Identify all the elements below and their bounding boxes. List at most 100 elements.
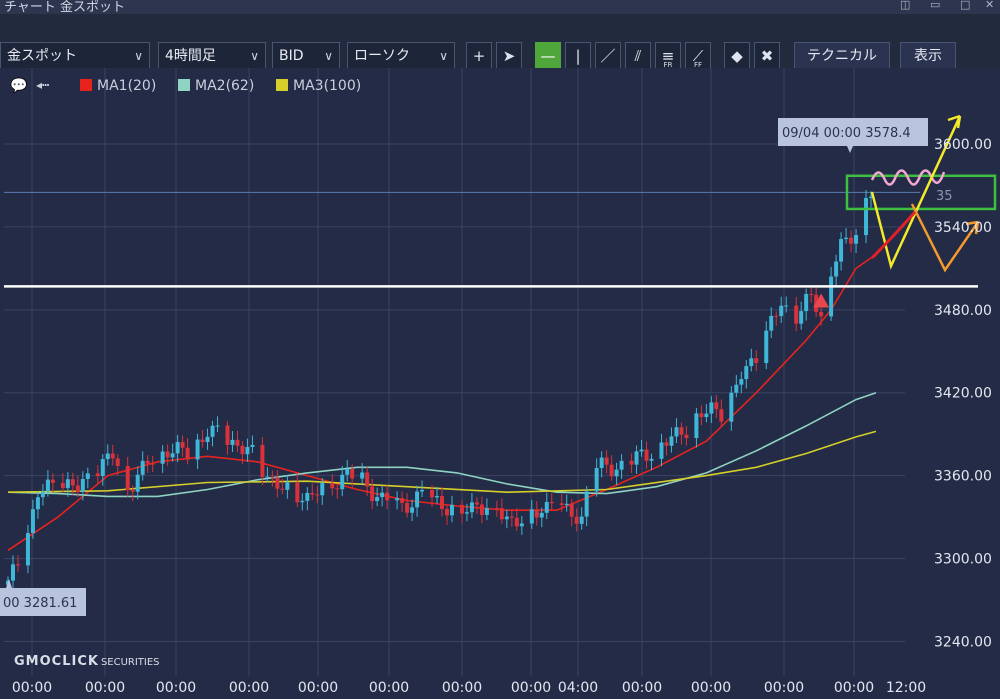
comment-icon[interactable]: 💬 xyxy=(10,78,28,94)
candle-body xyxy=(415,491,420,508)
candle-body xyxy=(40,491,45,498)
symbol-select[interactable]: 金スポット ∨ xyxy=(0,42,150,70)
candle-body xyxy=(385,492,390,501)
high-tooltip-box xyxy=(778,118,928,146)
x-tick-label: 00:00 xyxy=(691,680,731,696)
candle-body xyxy=(125,466,130,491)
candle-body xyxy=(365,472,370,487)
x-tick-label: 12:00 xyxy=(886,680,926,696)
window-maximize-icon[interactable]: □ xyxy=(960,0,971,11)
chevron-down-icon: ∨ xyxy=(250,49,259,63)
candle-body xyxy=(839,239,844,262)
cursor-arrow-icon: ➤ xyxy=(502,47,516,65)
candle-body xyxy=(834,261,839,277)
collapse-legend-icon[interactable]: ◂┅ xyxy=(36,78,50,92)
candle-body xyxy=(210,425,215,437)
x-tick-label: 04:00 xyxy=(558,680,598,696)
candle-body xyxy=(584,491,589,517)
candle-body xyxy=(744,366,749,380)
window-minimize-icon[interactable]: ▭ xyxy=(930,0,941,11)
candle-body xyxy=(145,460,150,464)
candle-body xyxy=(514,517,519,527)
candle-body xyxy=(345,469,350,475)
x-tick-label: 00:00 xyxy=(298,680,338,696)
yellow-scenario-arrow xyxy=(870,115,962,270)
x-tick-label: 00:00 xyxy=(834,680,874,696)
eraser-icon: ◆ xyxy=(731,47,743,65)
candle-body xyxy=(644,449,649,461)
candle-body xyxy=(205,436,210,443)
candle-body xyxy=(285,482,290,490)
legend-item-ma1: MA1(20) xyxy=(80,78,156,94)
erase-tool-button[interactable]: ◆ xyxy=(724,42,750,70)
window-close-icon[interactable]: ✕ xyxy=(985,0,995,11)
trend-line-tool-button[interactable]: ／ xyxy=(595,42,621,70)
erase-all-icon: ✖ xyxy=(760,47,774,65)
candle-body xyxy=(564,503,569,505)
candle-body xyxy=(360,472,365,479)
candle-body xyxy=(484,508,489,515)
candle-body xyxy=(479,504,484,515)
candle-body xyxy=(315,494,320,496)
candle-body xyxy=(230,439,235,445)
candle-body xyxy=(320,483,325,496)
candle-body xyxy=(799,311,804,324)
red-trend-stroke xyxy=(870,211,917,260)
candle-body xyxy=(260,444,265,478)
candle-body xyxy=(534,509,539,518)
candle-body xyxy=(864,198,869,236)
candle-body xyxy=(634,451,639,465)
candle-body xyxy=(175,442,180,454)
candle-body xyxy=(684,434,689,439)
candle-body xyxy=(779,305,784,317)
erase-all-tool-button[interactable]: ✖ xyxy=(754,42,780,70)
hand-drawings: 35 xyxy=(4,114,997,308)
candle-body xyxy=(669,436,674,446)
candle-body xyxy=(699,413,704,418)
candle-body xyxy=(604,457,609,465)
chart-toolbar: 金スポット ∨ 4時間足 ∨ BID ∨ ローソク ∨ + ➤ — | ／ ⫽ ≡ FR … xyxy=(0,14,1000,70)
candle-body xyxy=(509,516,514,518)
vertical-line-tool-button[interactable]: | xyxy=(565,42,591,70)
timeframe-select[interactable]: 4時間足 ∨ xyxy=(158,42,266,70)
horizontal-line-tool-button[interactable]: — xyxy=(535,42,561,70)
low-tooltip-text: 00 3281.61 xyxy=(3,596,77,611)
y-tick-label: 3420.00 xyxy=(934,386,992,402)
candle-body xyxy=(674,427,679,437)
candle-body xyxy=(440,496,444,509)
candle-body xyxy=(35,497,40,510)
price-side-select[interactable]: BID ∨ xyxy=(272,42,340,70)
candle-body xyxy=(435,496,440,498)
candle-body xyxy=(80,478,85,493)
candle-body xyxy=(459,504,464,514)
candle-body xyxy=(130,490,135,492)
pointer-tool-button[interactable]: ➤ xyxy=(496,42,522,70)
window-restore-icon[interactable]: ◫ xyxy=(900,0,911,11)
candle-body xyxy=(519,523,524,527)
candle-body xyxy=(335,488,340,490)
candle-body xyxy=(195,439,200,460)
candle-body xyxy=(539,512,544,518)
candle-body xyxy=(619,460,624,470)
candle-body xyxy=(529,509,534,524)
candle-body xyxy=(614,469,619,477)
plot-background xyxy=(0,68,1000,699)
ma-line xyxy=(7,391,877,498)
candle-body xyxy=(45,479,50,492)
candle-body xyxy=(694,413,699,439)
candle-body xyxy=(100,459,105,477)
candle-body xyxy=(549,501,554,504)
fibonacci-fan-icon: ⟋ xyxy=(692,47,704,65)
candle-body xyxy=(215,425,220,427)
current-price-label: 35 xyxy=(936,189,953,204)
crosshair-tool-button[interactable]: + xyxy=(466,42,492,70)
y-tick-label: 3240.00 xyxy=(934,634,992,650)
fibonacci-fan-tool-button[interactable]: ⟋ FF xyxy=(685,42,711,70)
candle-body xyxy=(270,476,275,478)
candle-body xyxy=(65,479,70,488)
y-tick-label: 3360.00 xyxy=(934,469,992,485)
fr-label: FR xyxy=(663,61,673,69)
candle-body xyxy=(714,402,719,410)
candle-body xyxy=(769,315,774,331)
